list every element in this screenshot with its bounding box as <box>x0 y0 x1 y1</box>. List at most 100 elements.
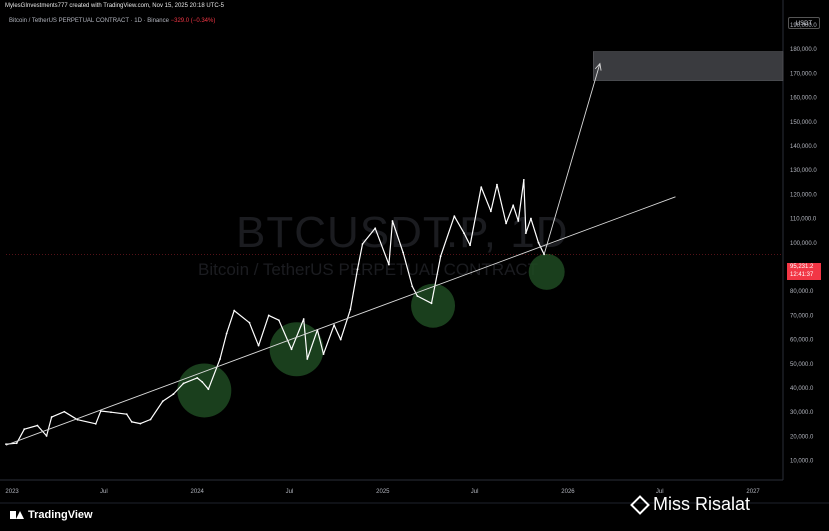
candle-countdown: 12:41:37 <box>790 272 814 278</box>
current-price: 95,231.2 <box>790 264 814 270</box>
price-point-7 <box>63 410 66 413</box>
y-tick-label-17: 30,000.0 <box>790 410 814 416</box>
price-point-38 <box>361 243 364 245</box>
price-point-57 <box>524 232 527 235</box>
y-tick-label-2: 180,000.0 <box>790 47 817 53</box>
price-point-16 <box>161 400 164 403</box>
currency-button[interactable]: USDT <box>788 17 820 29</box>
price-point-54 <box>512 204 515 207</box>
price-point-22 <box>219 358 221 360</box>
y-tick-label-15: 50,000.0 <box>790 362 814 368</box>
price-point-20 <box>201 381 204 383</box>
watermark-name: Bitcoin / TetherUS PERPETUAL CONTRACT <box>198 260 539 279</box>
price-point-28 <box>277 319 280 322</box>
y-tick-label-7: 130,000.0 <box>790 168 817 174</box>
price-point-2 <box>15 442 18 445</box>
price-point-53 <box>505 222 507 225</box>
x-tick-label-2: Jul <box>100 489 108 495</box>
price-point-49 <box>469 244 471 247</box>
price-point-37 <box>356 268 359 271</box>
x-tick-label-3: 2024 <box>191 489 205 495</box>
tradingview-logo[interactable]: TradingView <box>10 509 93 521</box>
support-touch-circle-4 <box>528 253 565 290</box>
overlay-branding: Miss Risalat <box>630 494 751 515</box>
price-point-25 <box>248 321 251 324</box>
x-tick-label-8: Jul <box>656 489 664 495</box>
price-point-55 <box>517 220 520 222</box>
target-zone <box>593 51 784 81</box>
price-point-50 <box>480 186 483 189</box>
price-point-42 <box>402 251 405 254</box>
price-point-41 <box>391 220 394 222</box>
y-tick-label-14: 60,000.0 <box>790 338 814 344</box>
support-touch-circle-3 <box>411 283 456 328</box>
price-point-19 <box>196 376 199 379</box>
price-point-44 <box>416 295 419 297</box>
price-point-9 <box>94 422 97 425</box>
x-tick-label-6: Jul <box>471 489 479 495</box>
price-point-46 <box>439 255 442 258</box>
projection-arrowhead <box>594 62 602 71</box>
price-point-11 <box>110 411 112 414</box>
price-change: −329.0 (−0.34%) <box>170 18 216 24</box>
y-tick-label-5: 150,000.0 <box>790 120 817 126</box>
x-tick-label-1: 2023 <box>5 489 19 495</box>
price-point-59 <box>537 241 540 244</box>
price-point-30 <box>302 318 305 320</box>
price-point-39 <box>374 227 377 230</box>
price-point-36 <box>349 308 352 311</box>
price-point-26 <box>257 344 260 347</box>
projection-arrow-line <box>543 63 601 255</box>
price-point-13 <box>130 421 133 423</box>
price-point-12 <box>125 413 128 416</box>
price-point-45 <box>430 302 433 305</box>
overlay-text: Miss Risalat <box>653 494 751 514</box>
current-price-label: 95,231.2 12:41:37 <box>787 263 821 280</box>
price-point-8 <box>76 418 79 421</box>
y-tick-label-1: 190,000.0 <box>790 23 817 29</box>
credit-line: MylesGInvestments777 created with Tradin… <box>5 3 224 9</box>
price-point-34 <box>333 324 336 326</box>
y-tick-label-8: 120,000.0 <box>790 192 817 198</box>
price-point-56 <box>522 178 525 181</box>
price-series-line <box>5 179 545 445</box>
support-trendline <box>5 196 676 446</box>
x-tick-label-7: 2026 <box>561 489 575 495</box>
price-point-5 <box>45 435 48 437</box>
price-point-15 <box>149 418 152 421</box>
price-point-3 <box>23 428 26 431</box>
x-tick-label-4: Jul <box>286 489 294 495</box>
price-point-24 <box>233 309 236 312</box>
x-tick-label-9: 2027 <box>746 489 760 495</box>
price-point-58 <box>530 217 532 220</box>
price-point-29 <box>290 348 293 351</box>
symbol-line: Bitcoin / TetherUS PERPETUAL CONTRACT · … <box>9 18 215 24</box>
y-tick-label-18: 20,000.0 <box>790 434 814 440</box>
price-point-52 <box>496 183 498 186</box>
price-point-40 <box>388 263 390 266</box>
price-point-43 <box>411 285 414 288</box>
tradingview-mark-icon <box>10 511 24 519</box>
symbol-name: Bitcoin / TetherUS PERPETUAL CONTRACT · … <box>9 18 169 24</box>
binance-diamond-icon <box>630 494 650 515</box>
tradingview-logo-text: TradingView <box>28 509 93 521</box>
x-tick-label-5: 2025 <box>376 489 390 495</box>
price-point-14 <box>139 422 142 425</box>
price-point-21 <box>207 388 210 391</box>
price-point-27 <box>267 314 270 317</box>
price-point-51 <box>489 210 492 213</box>
price-point-48 <box>463 232 465 235</box>
price-point-18 <box>182 382 185 385</box>
y-tick-label-6: 140,000.0 <box>790 144 817 150</box>
y-tick-label-4: 160,000.0 <box>790 96 817 102</box>
y-tick-label-3: 170,000.0 <box>790 71 817 77</box>
y-tick-label-16: 40,000.0 <box>790 386 814 392</box>
y-tick-label-10: 100,000.0 <box>790 241 817 247</box>
price-point-23 <box>225 332 228 335</box>
price-point-31 <box>306 358 309 360</box>
price-point-17 <box>172 393 175 395</box>
y-tick-label-12: 80,000.0 <box>790 289 814 295</box>
price-point-35 <box>339 338 342 341</box>
